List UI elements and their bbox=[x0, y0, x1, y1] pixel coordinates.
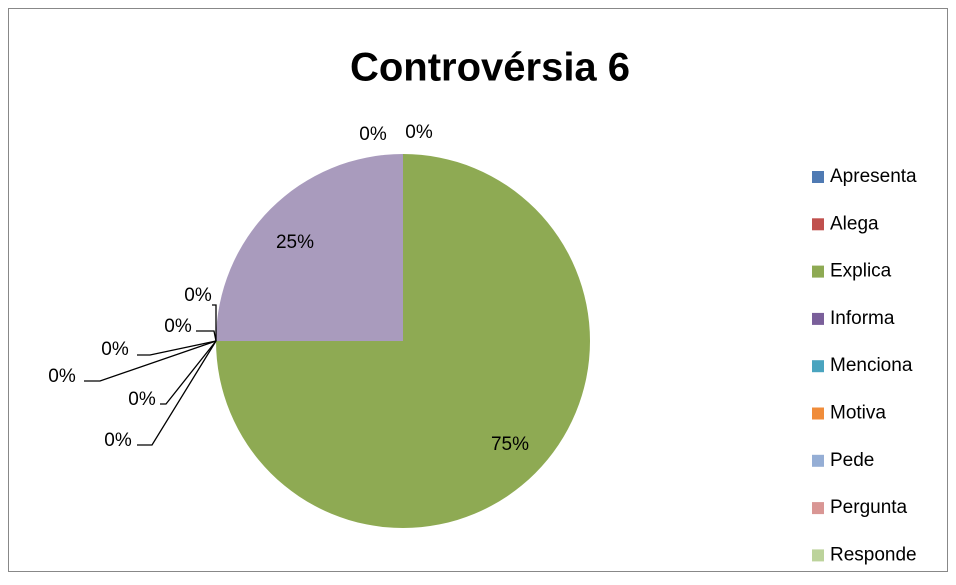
data-label: 0% bbox=[104, 430, 132, 451]
legend-swatch bbox=[812, 171, 824, 183]
legend-label: Responde bbox=[830, 544, 917, 565]
leader-line bbox=[212, 304, 217, 341]
legend-swatch bbox=[812, 265, 824, 278]
chart-title: Controvérsia 6 bbox=[350, 46, 630, 90]
legend-swatch bbox=[812, 549, 824, 562]
leader-line bbox=[84, 340, 217, 382]
legend-swatch bbox=[812, 502, 824, 515]
data-label: 25% bbox=[276, 232, 314, 253]
leader-line bbox=[196, 330, 217, 342]
leader-line bbox=[137, 340, 217, 446]
pie-slice bbox=[216, 154, 403, 341]
legend-label: Apresenta bbox=[830, 166, 917, 187]
data-label: 0% bbox=[184, 285, 212, 306]
legend-swatch bbox=[812, 454, 824, 467]
data-label: 0% bbox=[48, 366, 76, 387]
leader-line bbox=[137, 340, 217, 356]
legend-swatch bbox=[812, 218, 824, 231]
legend-label: Pede bbox=[830, 450, 874, 471]
data-label: 75% bbox=[491, 434, 529, 455]
data-label: 0% bbox=[164, 316, 192, 337]
legend-label: Menciona bbox=[830, 355, 913, 376]
legend-label: Informa bbox=[830, 308, 895, 329]
legend-swatch bbox=[812, 312, 824, 325]
legend-swatch bbox=[812, 407, 824, 420]
data-label: 0% bbox=[101, 339, 129, 360]
legend-label: Pergunta bbox=[830, 497, 908, 518]
legend-label: Alega bbox=[830, 213, 879, 234]
legend-label: Motiva bbox=[830, 403, 886, 424]
data-label: 0% bbox=[405, 122, 433, 143]
legend-label: Explica bbox=[830, 261, 892, 282]
leader-line bbox=[160, 340, 217, 405]
legend-swatch bbox=[812, 360, 824, 373]
data-label: 0% bbox=[128, 389, 156, 410]
data-label: 0% bbox=[359, 124, 387, 145]
